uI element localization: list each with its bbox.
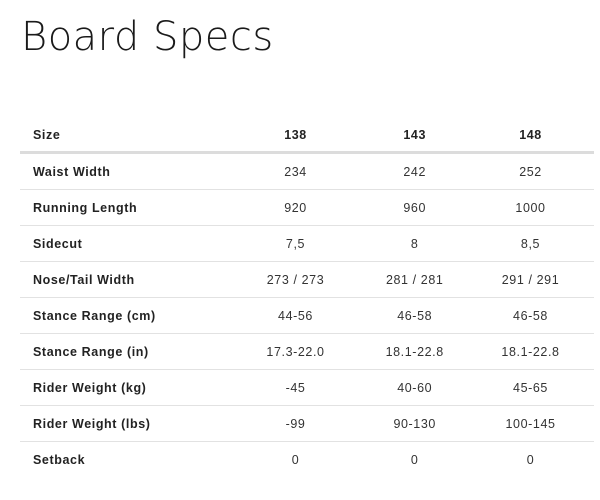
cell-size-143: 40-60: [362, 369, 468, 406]
cell-size-138: 920: [228, 189, 363, 226]
cell-size-138: -45: [228, 369, 363, 406]
cell-size-143: 18.1-22.8: [362, 333, 468, 370]
row-label: Running Length: [20, 189, 229, 226]
row-label: Sidecut: [20, 225, 229, 262]
cell-size-143: 960: [362, 189, 468, 226]
table-row: Stance Range (cm) 44-56 46-58 46-58: [20, 297, 594, 334]
cell-size-148: 8,5: [467, 225, 594, 262]
table-row: Rider Weight (kg) -45 40-60 45-65: [20, 369, 594, 406]
cell-size-138: -99: [228, 405, 363, 442]
row-label: Size: [20, 118, 229, 154]
cell-size-148: 252: [467, 152, 594, 190]
cell-size-148: 18.1-22.8: [467, 333, 594, 370]
cell-size-143: 242: [362, 152, 468, 190]
cell-size-138: 138: [228, 118, 363, 154]
cell-size-143: 0: [410, 452, 419, 467]
cell-size-143: 281 / 281: [362, 261, 468, 298]
table-row: Stance Range (in) 17.3-22.0 18.1-22.8 18.1-…: [20, 333, 594, 370]
cell-size-148: 291 / 291: [467, 261, 594, 298]
table-row: Nose/Tail Width 273 / 273 281 / 281 291 / 2…: [20, 261, 594, 298]
row-label: Setback: [33, 452, 86, 467]
page-title: Board Specs: [21, 14, 274, 60]
row-label: Rider Weight (kg): [20, 369, 229, 406]
cell-size-138: 17.3-22.0: [228, 333, 363, 370]
cell-size-138: 273 / 273: [228, 261, 363, 298]
table-header-row: Size 138 143 148: [20, 118, 594, 154]
cell-size-148: 1000: [467, 189, 594, 226]
row-label: Stance Range (in): [20, 333, 229, 370]
cell-size-143: 8: [362, 225, 468, 262]
row-label: Nose/Tail Width: [20, 261, 229, 298]
cell-size-148: 148: [467, 118, 594, 154]
cell-size-138: 7,5: [228, 225, 363, 262]
table-row: Rider Weight (lbs) -99 90-130 100-145: [20, 405, 594, 442]
specs-table: Size 138 143 148 Waist Width 234 242 252 Running…: [20, 118, 594, 477]
specs-table-body: Size 138 143 148 Waist Width 234 242 252 Running…: [20, 118, 594, 477]
cell-size-138: 0: [291, 452, 300, 467]
cell-size-143: 143: [362, 118, 468, 154]
cell-size-143: 46-58: [362, 297, 468, 334]
table-row: Waist Width 234 242 252: [20, 152, 594, 190]
table-row: Setback 0 0 0: [20, 442, 594, 478]
cell-size-148: 100-145: [467, 405, 594, 442]
table-row: Running Length 920 960 1000: [20, 189, 594, 226]
cell-size-138: 44-56: [228, 297, 363, 334]
cell-size-143: 90-130: [362, 405, 468, 442]
cell-size-148: 45-65: [467, 369, 594, 406]
cell-size-148: 46-58: [467, 297, 594, 334]
table-row: Sidecut 7,5 8 8,5: [20, 225, 594, 262]
row-label: Waist Width: [20, 152, 229, 190]
cell-size-148: 0: [526, 452, 535, 467]
row-label: Stance Range (cm): [20, 297, 229, 334]
row-label: Rider Weight (lbs): [20, 405, 229, 442]
cell-size-138: 234: [228, 152, 363, 190]
